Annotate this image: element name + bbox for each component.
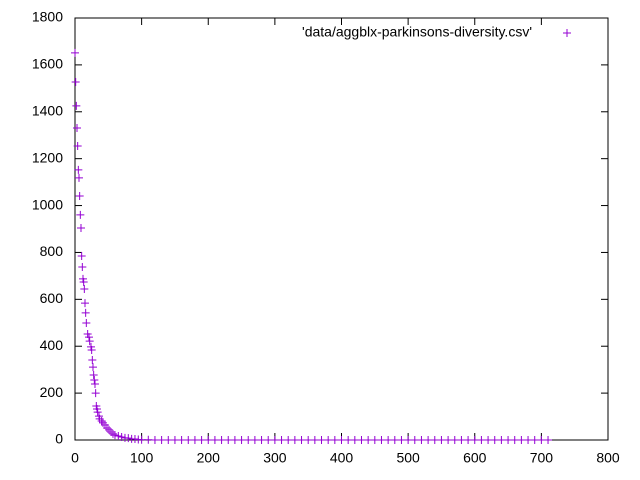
point: [110, 431, 119, 440]
x-tick-label: 300: [263, 450, 287, 466]
point: [89, 371, 98, 380]
y-tick-label: 1800: [32, 9, 63, 25]
point: [88, 363, 97, 372]
point: [108, 429, 117, 438]
point: [90, 375, 99, 384]
y-tick-label: 200: [40, 384, 64, 400]
y-tick-label: 1400: [32, 102, 63, 118]
x-tick-label: 0: [71, 450, 79, 466]
point: [80, 285, 89, 294]
point: [82, 319, 91, 328]
point: [79, 277, 88, 286]
point: [72, 101, 81, 110]
point: [81, 308, 90, 317]
y-tick-label: 800: [40, 243, 64, 259]
point: [71, 78, 80, 87]
point: [98, 418, 107, 427]
x-tick-label: 600: [463, 450, 487, 466]
point: [74, 165, 83, 174]
x-tick-label: 400: [330, 450, 354, 466]
x-tick-label: 700: [530, 450, 554, 466]
point: [76, 210, 85, 219]
y-tick-label: 400: [40, 337, 64, 353]
y-tick-label: 1600: [32, 56, 63, 72]
point: [104, 425, 113, 434]
point: [91, 389, 100, 398]
point: [114, 432, 123, 441]
point: [85, 337, 94, 346]
point: [90, 379, 99, 388]
point: [102, 424, 111, 433]
point: [74, 173, 83, 182]
point: [73, 142, 82, 151]
x-tick-label: 200: [197, 450, 221, 466]
legend-label: 'data/aggblx-parkinsons-diversity.csv': [302, 24, 532, 40]
y-tick-label: 0: [55, 431, 63, 447]
point: [117, 432, 126, 441]
x-tick-label: 800: [596, 450, 620, 466]
point: [78, 262, 87, 271]
point: [72, 123, 81, 132]
point: [544, 436, 553, 444]
x-tick-label: 100: [130, 450, 154, 466]
point: [80, 299, 89, 308]
point: [71, 48, 79, 57]
point: [88, 356, 97, 365]
point: [95, 414, 104, 423]
y-tick-label: 600: [40, 290, 64, 306]
point: [87, 345, 96, 354]
point: [76, 224, 85, 233]
point: [93, 408, 102, 417]
legend-marker: [563, 29, 571, 37]
point: [75, 191, 84, 200]
point: [124, 434, 133, 443]
y-tick-label: 1000: [32, 196, 63, 212]
point: [84, 333, 93, 342]
plot-border: [74, 17, 609, 441]
point: [97, 417, 106, 426]
point: [77, 251, 86, 260]
y-tick-label: 1200: [32, 149, 63, 165]
x-tick-label: 500: [396, 450, 420, 466]
